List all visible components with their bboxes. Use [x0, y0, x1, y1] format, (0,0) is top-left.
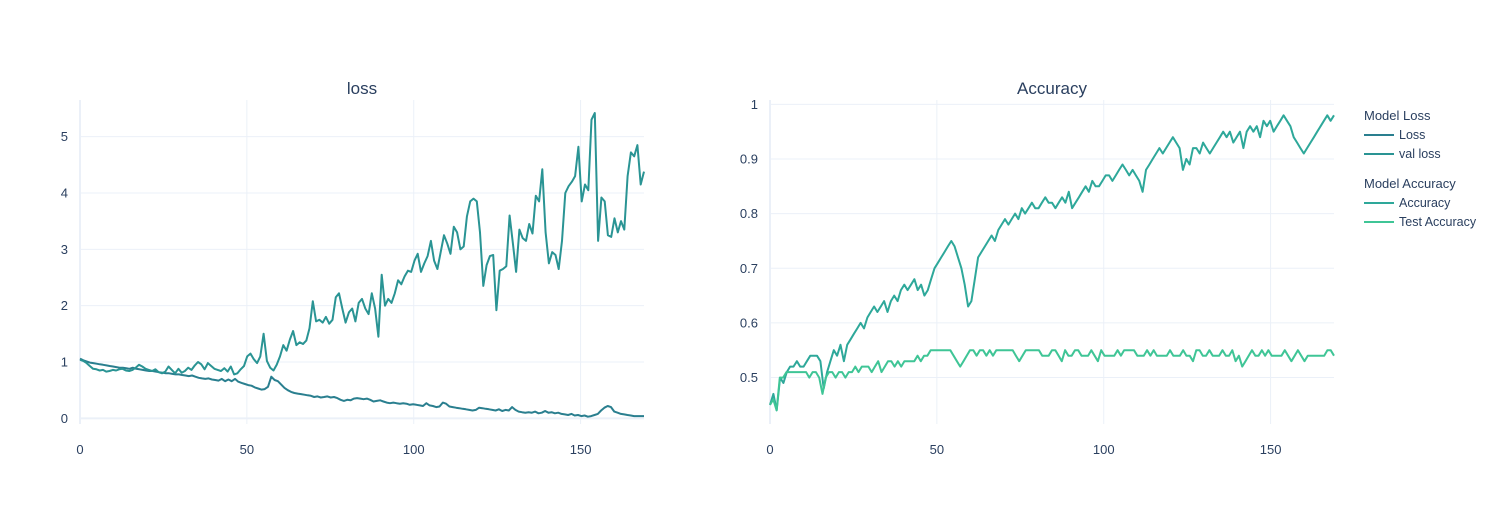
- legend-group-title: Model Loss: [1364, 108, 1431, 123]
- x-tick-label: 50: [240, 442, 254, 457]
- x-tick-label: 150: [1260, 442, 1282, 457]
- series-line-test-accuracy: [769, 349, 1335, 412]
- x-tick-label: 0: [766, 442, 773, 457]
- y-tick-label: 2: [61, 298, 68, 313]
- subplot-title: loss: [347, 79, 377, 98]
- y-tick-label: 0.6: [740, 315, 758, 330]
- series-line-loss: [79, 357, 644, 418]
- legend-entry-label: Loss: [1399, 128, 1425, 142]
- legend-group-title: Model Accuracy: [1364, 176, 1456, 191]
- subplot-1: 0 50 100 150 0 1 2 3 4 5 loss: [61, 79, 645, 457]
- y-tick-label: 4: [61, 185, 68, 200]
- x-tick-label: 100: [403, 442, 425, 457]
- x-tick-label: 150: [570, 442, 592, 457]
- y-tick-label: 0: [61, 411, 68, 426]
- x-tick-label: 100: [1093, 442, 1115, 457]
- legend-entry-label: Accuracy: [1399, 196, 1451, 210]
- y-tick-label: 3: [61, 242, 68, 257]
- y-tick-label: 0.9: [740, 152, 758, 167]
- y-tick-label: 0.5: [740, 370, 758, 385]
- series-line-val-loss: [79, 112, 645, 376]
- x-tick-label: 0: [76, 442, 83, 457]
- legend: Model Loss Loss val loss Model Accuracy Accu…: [1364, 108, 1477, 229]
- y-tick-label: 5: [61, 129, 68, 144]
- y-tick-label: 1: [61, 355, 68, 370]
- legend-entry-label: Test Accuracy: [1399, 215, 1477, 229]
- legend-entry-label: val loss: [1399, 147, 1441, 161]
- series-line-accuracy: [769, 114, 1335, 412]
- y-tick-label: 0.8: [740, 206, 758, 221]
- y-tick-label: 1: [751, 97, 758, 112]
- x-tick-label: 50: [930, 442, 944, 457]
- subplot-2: 0 50 100 150 0.5 0.6 0.7 0.8 0.9 1 Accuracy: [740, 79, 1335, 457]
- y-tick-label: 0.7: [740, 261, 758, 276]
- subplot-title: Accuracy: [1017, 79, 1087, 98]
